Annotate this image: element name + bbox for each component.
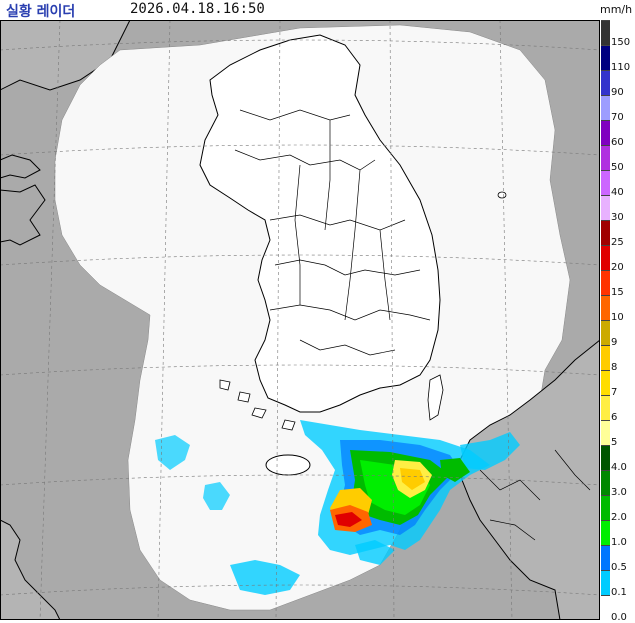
legend-label: 150	[611, 37, 631, 48]
legend-swatch	[601, 145, 610, 170]
legend-swatch	[601, 370, 610, 395]
legend-swatch	[601, 70, 610, 95]
legend-label: 110	[611, 62, 631, 73]
legend-label: 70	[611, 112, 624, 123]
korean-peninsula	[199, 34, 441, 413]
legend-label: 10	[611, 312, 624, 323]
legend-label: 7	[611, 387, 618, 398]
legend-swatch	[601, 495, 610, 520]
legend-swatch	[601, 95, 610, 120]
legend-swatch	[601, 170, 610, 195]
legend-swatch	[601, 470, 610, 495]
japan-land	[459, 339, 600, 620]
legend-label: 60	[611, 137, 624, 148]
header-bar: 실황 레이더 2026.04.18.16:50	[0, 0, 600, 20]
radar-map[interactable]	[0, 20, 600, 620]
legend-swatch	[601, 545, 610, 570]
province-boundaries	[234, 109, 431, 356]
legend-swatch	[601, 420, 610, 445]
japan-inner-lines	[479, 449, 591, 541]
legend-label: 50	[611, 162, 624, 173]
legend-swatch	[601, 20, 610, 45]
precipitation-legend: 150 110 90 70 60 50 40 30 25 20 15 10 9 8 7 6 5 4.0 3.0 2.0…	[600, 20, 635, 623]
legend-swatch	[601, 345, 610, 370]
legend-label: 30	[611, 212, 624, 223]
legend-swatch	[601, 445, 610, 470]
legend-swatch	[601, 270, 610, 295]
legend-label: 3.0	[611, 487, 627, 498]
legend-label: 40	[611, 187, 624, 198]
tsushima	[427, 374, 444, 421]
legend-swatch	[601, 595, 610, 620]
legend-swatch	[601, 570, 610, 595]
legend-swatch	[601, 295, 610, 320]
legend-label: 20	[611, 262, 624, 273]
legend-swatch	[601, 220, 610, 245]
legend-label: 5	[611, 437, 618, 448]
legend-label: 1.0	[611, 537, 627, 548]
legend-label: 2.0	[611, 512, 627, 523]
legend-label: 15	[611, 287, 624, 298]
legend-label: 0.5	[611, 562, 627, 573]
legend-label: 25	[611, 237, 624, 248]
legend-label: 8	[611, 362, 618, 373]
legend-label: 4.0	[611, 462, 627, 473]
precipitation-echoes	[155, 420, 520, 595]
legend-swatch	[601, 395, 610, 420]
page-title: 실황 레이더	[6, 4, 76, 20]
south-islands	[219, 379, 296, 431]
china-land	[0, 20, 131, 91]
legend-label: 0.0	[611, 612, 627, 623]
unit-label: mm/h	[600, 3, 633, 16]
legend-label: 90	[611, 87, 624, 98]
legend-swatch	[601, 195, 610, 220]
jeju-island	[265, 454, 311, 476]
observation-timestamp: 2026.04.18.16:50	[130, 1, 265, 17]
legend-label: 9	[611, 337, 618, 348]
legend-swatch	[601, 245, 610, 270]
legend-swatch	[601, 320, 610, 345]
legend-swatch	[601, 45, 610, 70]
legend-swatch	[601, 520, 610, 545]
legend-swatch	[601, 120, 610, 145]
legend-label: 6	[611, 412, 618, 423]
lat-lon-grid	[0, 20, 600, 620]
legend-label: 0.1	[611, 587, 627, 598]
china-coast	[0, 154, 46, 246]
china-south-coast	[0, 519, 61, 620]
ulleungdo	[497, 191, 507, 199]
